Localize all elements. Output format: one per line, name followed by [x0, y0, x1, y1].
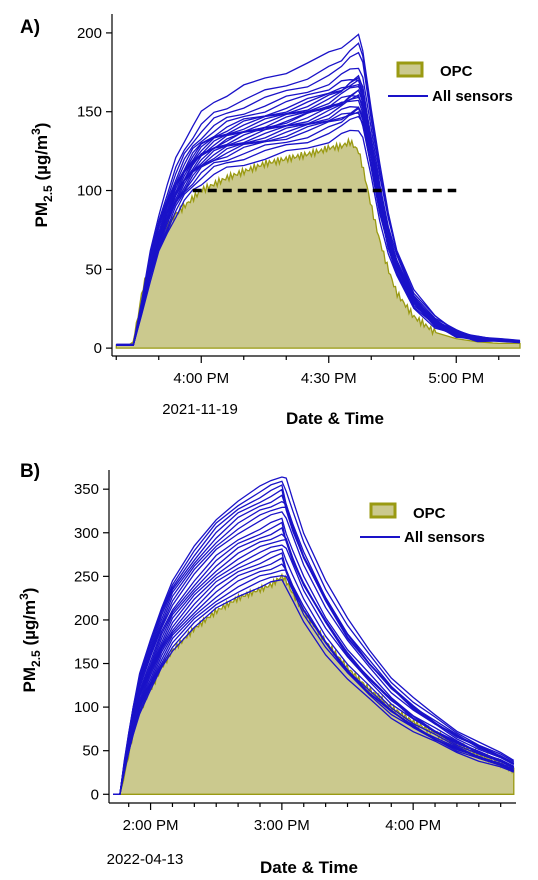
x-axis-title-a: Date & Time	[286, 409, 384, 428]
x-ticks-b: 2:00 PM 3:00 PM 4:00 PM	[123, 803, 502, 834]
y-tick-label: 200	[74, 612, 99, 629]
date-label-b: 2022-04-13	[107, 851, 184, 868]
legend-b: OPC All sensors	[360, 502, 485, 546]
y-tick-label: 50	[82, 743, 99, 760]
legend-label-opc-b: OPC	[413, 505, 446, 522]
y-axis-title-b: PM2.5 (µg/m3)	[17, 588, 43, 693]
x-ticks-a: 4:00 PM 4:30 PM 5:00 PM	[115, 356, 500, 387]
legend-label-sensors-b: All sensors	[404, 529, 485, 546]
legend-swatch-opc-b	[369, 502, 397, 519]
chart-panel-a: A) 0 50 100 150 200 4:00 PM 4:30 PM 5:00 PM 20…	[20, 14, 521, 428]
y-tick-label: 100	[77, 183, 102, 200]
sensor-line	[116, 129, 521, 347]
y-tick-label: 100	[74, 699, 99, 716]
sensor-line	[116, 51, 521, 346]
y-tick-label: 50	[85, 261, 102, 278]
sensor-line	[116, 42, 521, 346]
x-tick-label: 4:00 PM	[385, 817, 441, 834]
panel-label-b: B)	[20, 461, 40, 482]
sensor-line	[116, 76, 521, 346]
y-ticks-b: 0 50 100 150 200 250 300 350	[74, 481, 109, 803]
y-tick-label: 300	[74, 525, 99, 542]
y-tick-label: 350	[74, 481, 99, 498]
sensor-lines-b	[113, 476, 515, 795]
x-axis-title-b: Date & Time	[260, 858, 358, 877]
y-tick-label: 200	[77, 25, 102, 42]
x-tick-label: 5:00 PM	[428, 370, 484, 387]
legend-label-opc-a: OPC	[440, 63, 473, 80]
y-ticks-a: 0 50 100 150 200	[77, 25, 112, 357]
opc-area-a	[115, 136, 521, 349]
sensor-line	[116, 67, 521, 346]
axes-a	[111, 14, 520, 357]
chart-panel-b: B) 0 50 100 150 200 250 300 350 2:00 PM 3:00 PM 4…	[17, 461, 516, 877]
date-label-a: 2021-11-19	[162, 401, 238, 418]
sensor-line	[116, 89, 521, 346]
y-axis-title-a: PM2.5 (µg/m3)	[29, 123, 55, 228]
legend-a: OPC All sensors	[388, 61, 513, 105]
sensor-line	[116, 33, 521, 345]
y-tick-label: 0	[91, 786, 99, 803]
x-tick-label: 4:00 PM	[173, 370, 229, 387]
sensor-line	[116, 74, 521, 346]
opc-area	[115, 136, 521, 349]
panel-label-a: A)	[20, 17, 40, 38]
axes-b	[108, 470, 516, 804]
legend-swatch-opc-a	[396, 61, 424, 78]
y-tick-label: 250	[74, 568, 99, 585]
sensor-line	[116, 115, 521, 346]
sensor-lines-a	[116, 33, 521, 347]
y-tick-label: 150	[74, 656, 99, 673]
sensor-line	[116, 107, 521, 346]
x-tick-label: 3:00 PM	[254, 817, 310, 834]
y-tick-label: 0	[94, 340, 102, 357]
x-tick-label: 2:00 PM	[123, 817, 179, 834]
y-tick-label: 150	[77, 104, 102, 121]
sensor-line	[113, 476, 515, 795]
x-tick-label: 4:30 PM	[301, 370, 357, 387]
legend-label-sensors-a: All sensors	[432, 88, 513, 105]
